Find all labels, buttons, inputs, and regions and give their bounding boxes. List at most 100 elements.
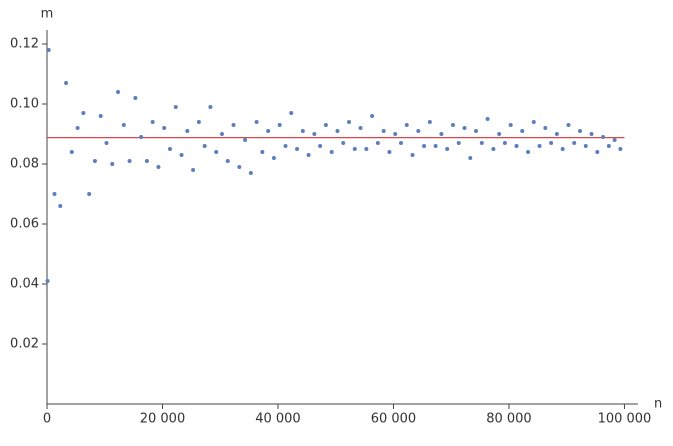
y-tick-label: 0.08 — [10, 157, 39, 172]
point — [439, 132, 444, 136]
point — [45, 279, 50, 283]
point — [116, 90, 121, 94]
point — [202, 144, 207, 148]
point — [358, 126, 363, 130]
point — [92, 159, 97, 163]
point — [98, 114, 103, 118]
point — [549, 141, 554, 145]
point — [260, 150, 265, 154]
point — [104, 141, 109, 145]
x-tick-label: 20 000 — [140, 412, 186, 427]
point — [427, 120, 432, 124]
y-tick-label: 0.06 — [10, 217, 39, 232]
y-axis-label: m — [41, 7, 54, 22]
point — [214, 150, 219, 154]
point — [479, 141, 484, 145]
point — [64, 81, 69, 85]
point — [462, 126, 467, 130]
point — [520, 129, 525, 133]
point — [347, 120, 352, 124]
x-tick-label: 40 000 — [255, 412, 301, 427]
point — [139, 135, 144, 139]
point — [289, 111, 294, 115]
point — [81, 111, 86, 115]
x-tick-label: 60 000 — [371, 412, 417, 427]
point — [497, 132, 502, 136]
point — [474, 129, 479, 133]
point — [572, 141, 577, 145]
point — [196, 120, 201, 124]
point — [179, 153, 184, 157]
point — [248, 171, 253, 175]
point — [398, 141, 403, 145]
point — [75, 126, 80, 130]
point — [485, 117, 490, 121]
point — [491, 147, 496, 151]
point — [167, 147, 172, 151]
point — [52, 192, 57, 196]
point — [560, 147, 565, 151]
point — [526, 150, 531, 154]
x-tick-label: 0 — [43, 412, 51, 427]
point — [416, 129, 421, 133]
point — [254, 120, 259, 124]
point — [595, 150, 600, 154]
point — [110, 162, 115, 166]
y-tick-label: 0.02 — [10, 337, 39, 352]
point — [162, 126, 167, 130]
y-tick-label: 0.04 — [10, 277, 39, 292]
point — [208, 105, 213, 109]
point — [277, 123, 282, 127]
point — [364, 147, 369, 151]
point — [410, 153, 415, 157]
point — [225, 159, 230, 163]
point — [150, 120, 155, 124]
point — [502, 141, 507, 145]
point — [404, 123, 409, 127]
point — [173, 105, 178, 109]
point — [243, 138, 248, 142]
point — [514, 144, 519, 148]
point — [127, 159, 132, 163]
point — [306, 153, 311, 157]
point — [387, 150, 392, 154]
point — [589, 132, 594, 136]
point — [323, 123, 328, 127]
point — [191, 168, 196, 172]
point — [468, 156, 473, 160]
x-tick-label: 100 000 — [598, 412, 652, 427]
point — [381, 129, 386, 133]
point — [433, 144, 438, 148]
point — [456, 141, 461, 145]
point — [237, 165, 242, 169]
point — [531, 120, 536, 124]
point — [612, 138, 617, 142]
point — [144, 159, 149, 163]
point — [375, 141, 380, 145]
point — [312, 132, 317, 136]
point — [295, 147, 300, 151]
y-tick-label: 0.10 — [10, 97, 39, 112]
point — [283, 144, 288, 148]
point — [508, 123, 513, 127]
point — [69, 150, 74, 154]
point — [335, 129, 340, 133]
point — [606, 144, 611, 148]
point — [341, 141, 346, 145]
point — [318, 144, 323, 148]
point — [156, 165, 161, 169]
point — [46, 48, 51, 52]
point — [537, 144, 542, 148]
point — [121, 123, 126, 127]
x-axis-label: n — [654, 397, 662, 412]
y-tick-label: 0.12 — [10, 37, 39, 52]
point — [58, 204, 63, 208]
point — [393, 132, 398, 136]
point — [352, 147, 357, 151]
point — [566, 123, 571, 127]
point — [231, 123, 236, 127]
point — [266, 129, 271, 133]
point — [370, 114, 375, 118]
point — [87, 192, 92, 196]
point — [450, 123, 455, 127]
